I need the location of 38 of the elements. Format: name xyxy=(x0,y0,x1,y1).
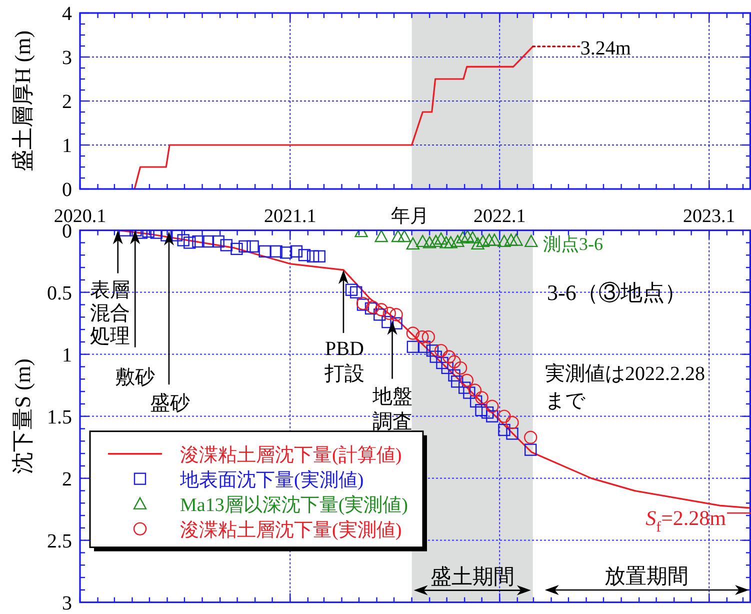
xtick: 2022.1 xyxy=(473,206,526,227)
annotation: 混合 xyxy=(90,302,130,324)
xtick: 2021.1 xyxy=(264,206,316,227)
annotation: 処理 xyxy=(90,325,130,348)
annotation: S$_{f}$=2.28m xyxy=(646,506,726,536)
xlabel: 年月 xyxy=(391,206,429,227)
annotation: 打設 xyxy=(324,362,364,385)
annotation: 3-6（③地点） xyxy=(547,280,686,305)
ytick: 0.5 xyxy=(47,282,72,304)
ytick: 1 xyxy=(62,344,72,366)
annotation: 3.24m xyxy=(580,37,631,60)
annotation: 調査 xyxy=(372,410,412,433)
annotation: PBD xyxy=(325,338,364,360)
annotation: 表層 xyxy=(90,279,130,302)
ylabel: 盛土層厚H (m) xyxy=(10,30,35,172)
legend-label: 浚渫粘土層沈下量(実測値) xyxy=(180,520,402,541)
ytick: 4 xyxy=(62,3,72,25)
ytick: 3 xyxy=(62,47,72,69)
ytick: 1.5 xyxy=(47,406,72,428)
legend-label: Ma13層以深沈下量(実測値) xyxy=(180,494,408,516)
ytick: 0 xyxy=(62,179,72,201)
xtick: 2023.1 xyxy=(682,206,736,227)
ytick: 2.5 xyxy=(47,530,72,552)
legend-label: 浚渫粘土層沈下量(計算値) xyxy=(180,444,402,466)
ylabel: 沈下量S (m) xyxy=(10,358,35,474)
annotation: 放置期間 xyxy=(604,564,688,588)
annotation: まで xyxy=(545,390,585,412)
legend-label: 地表面沈下量(実測値) xyxy=(180,470,364,491)
annotation: 敷砂 xyxy=(115,366,156,388)
band-label: 盛土期間 xyxy=(430,564,514,588)
annotation: 実測値は2022.2.28 xyxy=(545,363,705,385)
ytick: 3 xyxy=(62,592,72,614)
annotation: 盛砂 xyxy=(150,392,190,415)
annotation: 地盤 xyxy=(372,386,412,408)
annotation: 測点3-6 xyxy=(543,234,603,254)
ytick: 2 xyxy=(62,468,72,490)
ytick: 1 xyxy=(62,135,72,157)
ytick: 2 xyxy=(62,91,72,113)
